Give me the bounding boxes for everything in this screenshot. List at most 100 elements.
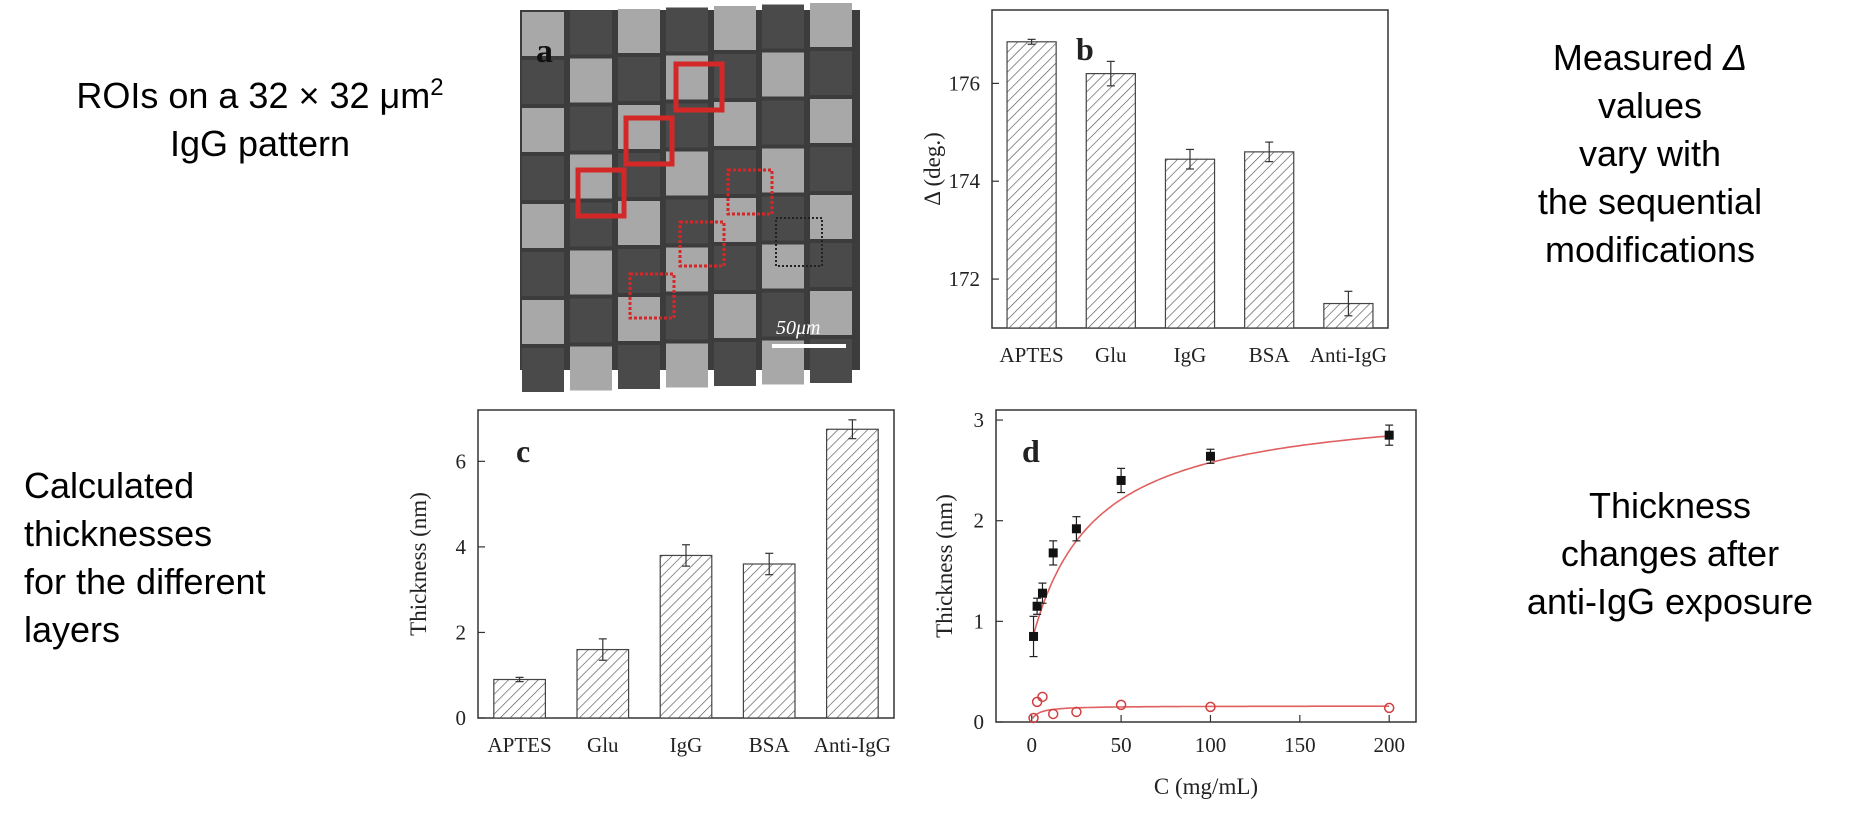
data-point (1205, 451, 1215, 461)
bar (742, 563, 796, 719)
data-point (1032, 601, 1042, 611)
delta-symbol: Δ (1722, 37, 1748, 78)
caption-md-line4: the sequential (1537, 181, 1763, 222)
bar (493, 678, 546, 719)
pattern-square (714, 150, 756, 194)
caption-tc-line3: anti-IgG exposure (1526, 581, 1814, 622)
data-point (1037, 691, 1048, 703)
x-tick-label: Anti-IgG (814, 733, 891, 757)
bar (1085, 72, 1136, 329)
data-point (1037, 588, 1047, 598)
pattern-square (618, 345, 660, 389)
caption-ct-line3: for the different (24, 561, 266, 602)
caption-md-line3: vary with (1578, 133, 1722, 174)
pattern-square (522, 348, 564, 392)
caption-tc-line1: Thickness (1588, 485, 1752, 526)
plot-frame (995, 409, 1417, 723)
x-tick-label: APTES (488, 733, 552, 757)
x-tick-label: BSA (1249, 343, 1291, 367)
pattern-square (666, 295, 708, 340)
pattern-square (810, 99, 852, 143)
pattern-square (522, 300, 564, 344)
panel-d-chart: 0 50 100 150 200 0 1 2 3 C (mg/mL) Thickness (nm) d (932, 408, 1417, 799)
y-tick-label: 1 (974, 609, 985, 633)
roi-box (678, 220, 726, 268)
panel-b-chart: APTES Glu IgG BSA Anti-IgG 172 174 176 Δ (deg.) b (920, 9, 1389, 367)
x-tick-label: APTES (1000, 343, 1064, 367)
x-tick-label: 200 (1373, 733, 1405, 757)
caption-rois: ROIs on a 32 × 32 μm2 IgG pattern (10, 64, 510, 168)
pattern-square (570, 346, 612, 391)
panel-a-image: a 50μm (520, 3, 860, 392)
pattern-square (522, 156, 564, 200)
roi-box (673, 61, 725, 113)
caption-rois-line2: IgG pattern (169, 123, 351, 164)
x-tick-label: Anti-IgG (1310, 343, 1387, 367)
data-point (1205, 701, 1216, 713)
x-tick-label: Glu (587, 733, 619, 757)
caption-thickness-changes: Thickness changes after anti-IgG exposur… (1470, 482, 1870, 626)
pattern-square (810, 51, 852, 95)
pattern-square (810, 3, 852, 47)
pattern-square (666, 247, 708, 292)
bar (576, 648, 630, 719)
pattern-square (714, 198, 756, 242)
x-tick-label: 0 (1026, 733, 1037, 757)
x-tick-label: 150 (1284, 733, 1316, 757)
pattern-square (714, 342, 756, 386)
roi-boxes (575, 61, 823, 320)
data-point (1071, 524, 1081, 534)
caption-calculated-thickness: Calculated thicknesses for the different… (24, 462, 364, 654)
x-tick-label: BSA (749, 733, 791, 757)
caption-tc-line2: changes after (1560, 533, 1780, 574)
pattern-square (570, 250, 612, 295)
panel-label: d (1022, 433, 1040, 469)
panel-label: b (1076, 31, 1094, 67)
pattern-square (762, 100, 804, 145)
x-tick-label: 100 (1195, 733, 1227, 757)
pattern-square (810, 291, 852, 335)
caption-md-line1: Measured Δ (1552, 37, 1748, 78)
x-tick-label: IgG (1174, 343, 1207, 367)
pattern-square (570, 10, 612, 55)
y-tick-label: 174 (949, 169, 981, 193)
roi-box (623, 115, 675, 167)
panel-c-chart: APTES Glu IgG BSA Anti-IgG 0 2 4 6 Thickness (nm)… (406, 409, 895, 757)
caption-md-line2: values (1597, 85, 1703, 126)
pattern-square (522, 252, 564, 296)
pattern-square (570, 58, 612, 103)
pattern-square (714, 294, 756, 338)
data-point (1071, 706, 1082, 718)
y-tick-label: 2 (456, 620, 467, 644)
roi-box (628, 272, 676, 320)
pattern-square (666, 7, 708, 52)
pattern-square (618, 249, 660, 293)
y-axis-label: Thickness (nm) (932, 494, 957, 638)
data-point (1031, 696, 1043, 708)
panel-a-label: a (536, 33, 553, 70)
pattern-square (810, 243, 852, 287)
y-tick-label: 176 (949, 71, 981, 95)
data-point (1115, 699, 1127, 711)
roi-box (575, 167, 627, 219)
pattern-square (810, 147, 852, 191)
pattern-square (666, 343, 708, 388)
x-tick-label: IgG (670, 733, 703, 757)
data-point (1116, 475, 1126, 485)
y-tick-label: 4 (456, 535, 467, 559)
pattern-square (714, 6, 756, 50)
bar (826, 428, 879, 719)
data-point (1383, 702, 1395, 714)
y-tick-label: 172 (949, 267, 981, 291)
scale-bar-label: 50μm (776, 317, 820, 339)
data-point (1384, 430, 1394, 440)
data-point (1047, 708, 1059, 720)
fit-curve (1031, 435, 1390, 639)
x-tick-label: Glu (1095, 343, 1127, 367)
bar (1244, 151, 1295, 329)
panel-label: c (516, 433, 530, 469)
fit-curve (1032, 705, 1390, 719)
pattern-square (570, 106, 612, 151)
y-tick-label: 3 (974, 408, 985, 432)
y-tick-label: 0 (456, 706, 467, 730)
